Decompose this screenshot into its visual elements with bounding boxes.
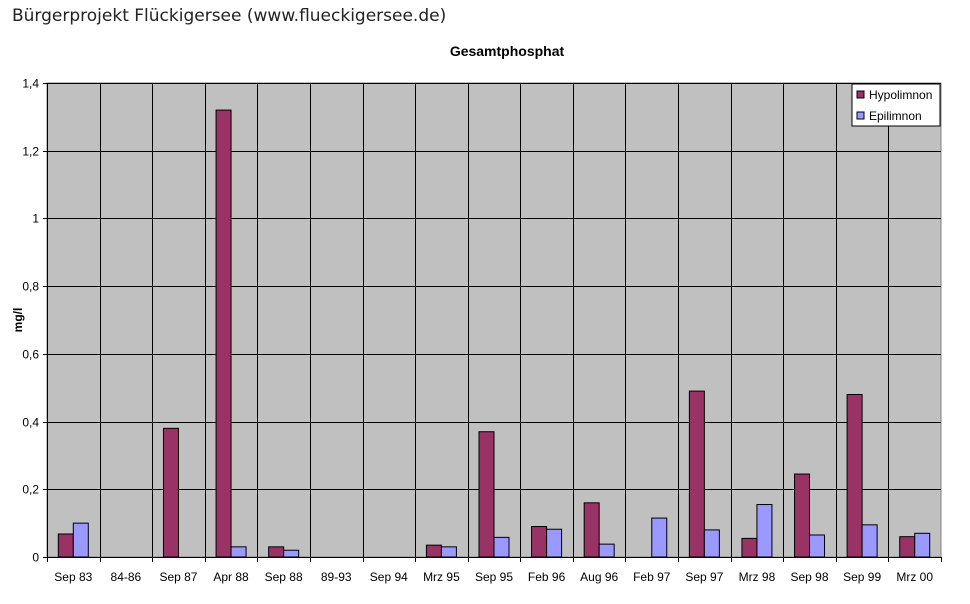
x-tick-label: Feb 97 xyxy=(633,570,671,584)
bar-hypolimnon xyxy=(425,544,442,558)
y-tick-label: 1,4 xyxy=(22,77,39,91)
x-tick-label: Sep 99 xyxy=(843,570,881,584)
y-tick-label: 0,6 xyxy=(22,348,39,362)
bars xyxy=(57,109,931,558)
bar-epilimnon xyxy=(809,534,826,558)
bar-epilimnon xyxy=(440,546,457,558)
x-tick-label: Sep 83 xyxy=(54,570,92,584)
y-tick-label: 0 xyxy=(32,551,39,565)
bar-hypolimnon xyxy=(531,526,548,558)
bar-epilimnon xyxy=(598,543,615,558)
bar-hypolimnon xyxy=(794,473,811,558)
x-tick-label: 84-86 xyxy=(111,570,142,584)
x-tick-label: Mrz 95 xyxy=(423,570,460,584)
y-tick-label: 0,2 xyxy=(22,483,39,497)
x-tick-label: Sep 87 xyxy=(159,570,197,584)
x-tick-label: Sep 94 xyxy=(370,570,408,584)
bar-hypolimnon xyxy=(741,537,758,558)
bar-hypolimnon xyxy=(688,390,705,558)
bar-epilimnon xyxy=(493,536,510,558)
chart-title: Gesamtphosphat xyxy=(449,43,565,59)
bar-hypolimnon xyxy=(162,427,179,558)
x-tick-label: Mrz 98 xyxy=(739,570,776,584)
axes: 0 0,2 0,4 0,6 0,8 1 1,2 1,4 Sep 83 84-86 Sep 87 Apr… xyxy=(22,77,942,584)
bar-hypolimnon xyxy=(268,546,285,558)
bar-epilimnon xyxy=(651,517,668,558)
bar-epilimnon xyxy=(283,549,300,558)
bar-hypolimnon xyxy=(478,431,495,558)
legend-swatch xyxy=(856,90,865,99)
bar-epilimnon xyxy=(703,529,720,558)
bar-hypolimnon xyxy=(846,393,863,558)
gridlines xyxy=(47,83,941,557)
bar-hypolimnon xyxy=(583,502,600,558)
legend-label: Hypolimnon xyxy=(869,88,932,102)
legend: Hypolimnon Epilimnon xyxy=(851,83,941,127)
bar-epilimnon xyxy=(546,528,563,558)
y-tick-label: 0,4 xyxy=(22,416,39,430)
x-tick-label: Sep 95 xyxy=(475,570,513,584)
bar-epilimnon xyxy=(756,504,773,558)
y-tick-label: 0,8 xyxy=(22,280,39,294)
bar-hypolimnon xyxy=(57,533,74,558)
bar-hypolimnon xyxy=(899,536,916,558)
x-tick-label: Apr 88 xyxy=(213,570,249,584)
x-tick-label: Sep 97 xyxy=(685,570,723,584)
y-tick-label: 1 xyxy=(32,212,39,226)
y-tick-label: 1,2 xyxy=(22,145,39,159)
x-tick-label: Aug 96 xyxy=(580,570,618,584)
legend-label: Epilimnon xyxy=(869,109,922,123)
legend-box xyxy=(851,83,941,127)
header-text: Bürgerprojekt Flückigersee (www.flueckig… xyxy=(12,6,447,26)
bar-hypolimnon xyxy=(215,109,232,558)
y-axis-label: mg/l xyxy=(11,308,25,333)
bar-epilimnon xyxy=(861,524,878,558)
bar-epilimnon xyxy=(72,522,89,558)
x-tick-label: Sep 88 xyxy=(265,570,303,584)
bar-epilimnon xyxy=(230,546,247,558)
x-tick-label: 89-93 xyxy=(321,570,352,584)
x-tick-label: Mrz 00 xyxy=(896,570,933,584)
bar-epilimnon xyxy=(914,532,931,558)
legend-swatch xyxy=(856,111,865,120)
x-tick-label: Feb 96 xyxy=(528,570,566,584)
x-tick-label: Sep 98 xyxy=(791,570,829,584)
